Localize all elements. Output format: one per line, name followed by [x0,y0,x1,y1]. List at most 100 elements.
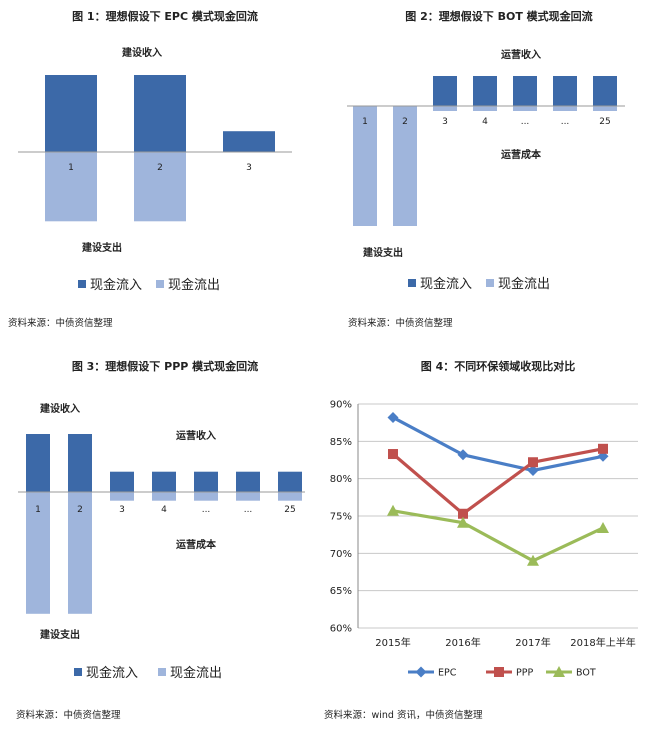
point-epc-0 [387,411,399,423]
legend-label-outflow: 现金流出 [168,277,220,293]
f2-category-label-3: 3 [442,117,448,127]
f3-outflow-bar-6 [236,492,260,501]
legend-label-ppp: PPP [516,668,533,679]
f2-inflow-bar-6 [553,76,577,106]
y-tick-label-0: 60% [330,624,352,635]
legend-swatch-inflow [78,280,86,288]
legend-label-epc: EPC [438,668,457,679]
f3-category-label-6: ... [244,505,253,515]
x-tick-label-0: 2015年 [375,636,410,649]
figure-3-title: 图 3：理想假设下 PPP 模式现金回流 [72,359,258,373]
y-tick-label-2: 70% [330,549,352,560]
f2-outflow-bar-3 [433,106,457,111]
point-ppp-2 [528,457,538,468]
f3-outflow-bar-1 [26,492,50,614]
figure-4-legend: EPC PPP BOT [408,666,596,679]
legend-label-inflow: 现金流入 [90,277,142,293]
legend-label-bot: BOT [576,668,596,679]
figure-3-label-top: 建设收入 [39,402,80,415]
f3-inflow-bar-1 [26,434,50,492]
figure-4-series [387,411,609,566]
figure-1-legend: 现金流入 现金流出 [78,277,220,293]
figure-1-bars [45,75,275,222]
figure-3-source: 资料来源：中债资信整理 [16,709,121,721]
f2-outflow-bar-2 [393,106,417,226]
figure-2-title: 图 2：理想假设下 BOT 模式现金回流 [405,9,592,23]
f3-category-label-3: 3 [119,505,125,515]
f3-outflow-bar-2 [68,492,92,614]
f2-outflow-bar-5 [513,106,537,111]
f2-category-label-2: 2 [402,117,408,127]
f3-category-label-5: ... [202,505,211,515]
f2-inflow-bar-4 [473,76,497,106]
point-bot-2 [527,554,539,566]
series-line-epc [392,416,604,473]
figure-2-source: 资料来源：中债资信整理 [348,317,453,329]
legend-label-outflow: 现金流出 [498,276,550,292]
f3-inflow-bar-5 [194,471,218,492]
f3-inflow-bar-7 [278,471,302,492]
f1-inflow-bar-1 [45,75,97,152]
y-tick-label-3: 75% [330,512,352,523]
point-ppp-0 [388,449,398,460]
figure-1-label-bottom: 建设支出 [81,241,122,254]
f1-outflow-bar-1 [45,152,97,222]
f1-category-label-3: 3 [246,163,252,173]
figure-1: 图 1：理想假设下 EPC 模式现金回流 建设收入 1 2 3 建设支出 现金流入 … [8,9,292,329]
legend-marker-epc [415,666,427,678]
legend-label-outflow: 现金流出 [170,665,222,681]
f3-category-label-1: 1 [35,505,41,515]
f2-outflow-bar-4 [473,106,497,111]
point-epc-2 [527,464,539,476]
x-tick-label-2: 2017年 [515,636,550,649]
legend-marker-ppp [494,667,504,677]
f1-category-label-2: 2 [157,163,163,173]
figure-3: 图 3：理想假设下 PPP 模式现金回流 建设收入 运营收入 1 2 3 4.....… [16,359,305,721]
point-bot-1 [457,516,469,528]
f1-category-label-1: 1 [68,163,74,173]
f2-outflow-bar-6 [553,106,577,111]
f3-inflow-bar-3 [110,471,134,492]
f3-outflow-bar-3 [110,492,134,501]
y-tick-label-6: 90% [330,400,352,411]
figure-1-label-top: 建设收入 [121,46,162,59]
f2-outflow-bar-1 [353,106,377,226]
f3-outflow-bar-5 [194,492,218,501]
f1-inflow-bar-2 [134,75,186,152]
legend-marker-bot [553,666,565,677]
legend-label-inflow: 现金流入 [86,665,138,681]
legend-label-inflow: 现金流入 [420,276,472,292]
f2-inflow-bar-3 [433,76,457,106]
f3-inflow-bar-4 [152,471,176,492]
figure-1-title: 图 1：理想假设下 EPC 模式现金回流 [72,9,258,23]
f3-category-label-4: 4 [161,505,167,515]
f3-outflow-bar-4 [152,492,176,501]
x-tick-label-1: 2016年 [445,636,480,649]
figure-1-categories: 1 2 3 [68,163,252,173]
figure-2-label-top: 运营收入 [501,48,541,61]
figure-4: 图 4：不同环保领域收现比对比 60% 65% 70% 75% 80% 85% 90% 20… [324,359,638,721]
series-line-bot [392,509,604,563]
figure-4-source: 资料来源：wind 资讯，中债资信整理 [324,709,483,721]
figure-4-title: 图 4：不同环保领域收现比对比 [421,359,575,373]
point-bot-0 [387,504,399,516]
f2-category-label-4: 4 [482,117,488,127]
f3-inflow-bar-6 [236,471,260,492]
figure-3-label-op-cost: 运营成本 [176,538,217,551]
f2-outflow-bar-7 [593,106,617,111]
series-line-ppp [391,447,604,516]
figure-2-legend: 现金流入 现金流出 [408,276,550,292]
figure-2: 图 2：理想假设下 BOT 模式现金回流 运营收入 1 2 3 4...... 25 运… [347,9,625,329]
legend-swatch-outflow [156,280,164,288]
legend-swatch-inflow [74,668,82,676]
point-epc-3 [597,450,609,462]
figure-3-label-op-in: 运营收入 [176,429,216,442]
legend-swatch-outflow [486,279,494,287]
legend-swatch-outflow [158,668,166,676]
f1-inflow-bar-3 [223,131,275,152]
legend-swatch-inflow [408,279,416,287]
figure-2-categories: 1 2 3 4...... 25 [362,117,611,127]
f2-inflow-bar-5 [513,76,537,106]
f2-category-label-5: ... [521,117,530,127]
f1-outflow-bar-2 [134,152,186,222]
